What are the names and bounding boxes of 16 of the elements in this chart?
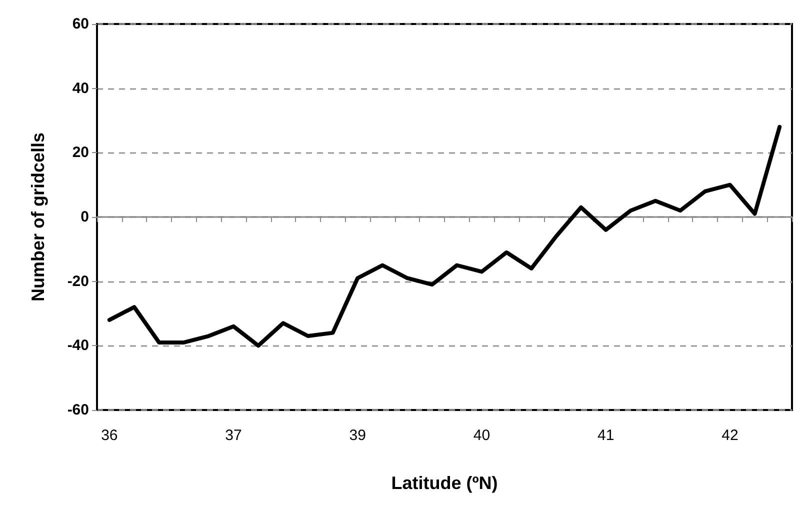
y-tick-label: 20: [72, 144, 89, 162]
y-tick-label: -20: [67, 272, 89, 290]
x-tick-label: 39: [349, 427, 366, 444]
y-tick-label: -60: [67, 402, 89, 418]
x-tick-label: 41: [597, 427, 614, 444]
y-tick-label: 0: [80, 208, 89, 226]
x-axis-title: Latitude (ºN): [391, 473, 498, 493]
y-tick-label: 60: [72, 16, 89, 32]
x-tick-label: 42: [722, 427, 738, 444]
x-tick-label: 37: [225, 427, 242, 444]
y-axis-title: Number of gridcells: [28, 132, 48, 302]
y-tick-label: 40: [72, 80, 89, 97]
y-tick-label: -40: [67, 337, 89, 354]
line-series: [107, 124, 782, 348]
x-tick-label: 40: [473, 427, 490, 444]
x-tick-label: 36: [101, 427, 118, 444]
